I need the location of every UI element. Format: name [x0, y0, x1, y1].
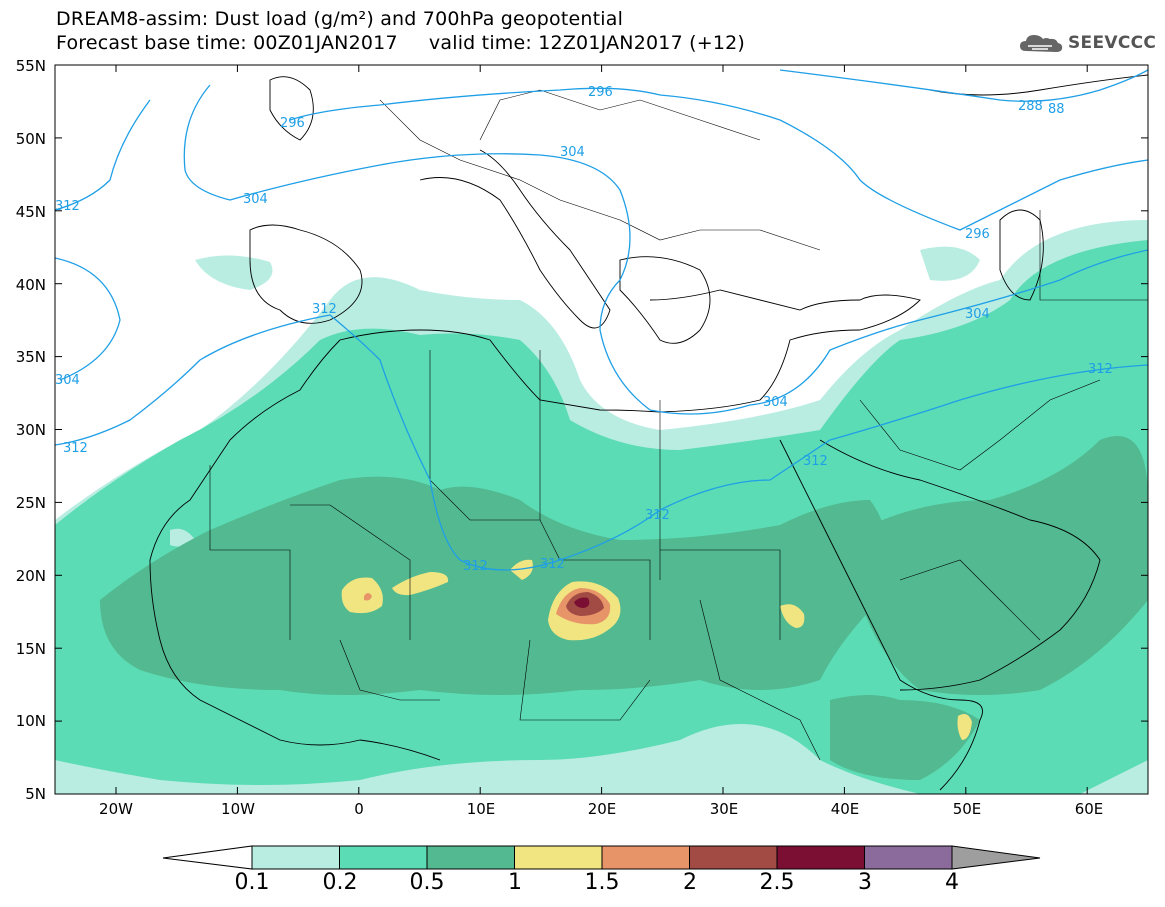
contour-label: 304 [763, 395, 788, 410]
colorbar-label: 0.5 [409, 870, 445, 895]
lat-label: 40N [15, 276, 46, 294]
title-line-1: DREAM8-assim: Dust load (g/m²) and 700hP… [56, 8, 624, 30]
lat-label: 55N [15, 57, 46, 75]
colorbar-label: 2.5 [759, 870, 795, 895]
colorbar-box [251, 845, 340, 870]
colorbar-box [864, 845, 953, 870]
lon-label: 10W [221, 800, 255, 818]
contour-label: 296 [588, 85, 613, 100]
colorbar-box [339, 845, 428, 870]
colorbar-label: 1 [508, 870, 522, 895]
colorbar-label: 1.5 [584, 870, 620, 895]
contour-labels: 296 296 304 312 304 288 88 296 304 312 3… [55, 85, 1113, 574]
colorbar-box [426, 845, 515, 870]
contour-label: 312 [55, 199, 80, 214]
colorbar [162, 845, 1041, 870]
contour-label: 296 [965, 227, 990, 242]
lon-label: 50E [952, 800, 982, 818]
colorbar-label: 4 [945, 870, 959, 895]
lon-label: 40E [830, 800, 860, 818]
lat-label: 15N [15, 640, 46, 658]
contour-label: 312 [540, 557, 565, 572]
lon-label: 0 [354, 800, 364, 818]
contour-label: 312 [803, 454, 828, 469]
lat-label: 5N [25, 785, 46, 803]
lat-label: 20N [15, 567, 46, 585]
map-area: 296 296 304 312 304 288 88 296 304 312 3… [55, 65, 1148, 794]
contour-label: 296 [280, 116, 305, 131]
colorbar-box [776, 845, 865, 870]
geopotential-contours [55, 69, 1148, 571]
lat-label: 25N [15, 494, 46, 512]
colorbar-min-arrow [162, 845, 253, 870]
colorbar-box [689, 845, 778, 870]
contour-label: 304 [560, 145, 585, 160]
borders [209, 89, 1148, 761]
lon-label: 20W [99, 800, 133, 818]
contour-label: 304 [965, 307, 990, 322]
title-line-2: Forecast base time: 00Z01JAN2017 valid t… [56, 32, 746, 54]
coastlines [149, 74, 1148, 791]
lon-label: 20E [587, 800, 617, 818]
lat-label: 30N [15, 421, 46, 439]
contour-label: 312 [645, 508, 670, 523]
lat-label: 45N [15, 203, 46, 221]
cloud-logo-icon [1020, 35, 1063, 52]
contour-label: 312 [463, 559, 488, 574]
contour-label: 304 [55, 373, 80, 388]
colorbar-label: 0.2 [322, 870, 358, 895]
colorbar-label: 3 [858, 870, 872, 895]
contour-label: 304 [243, 192, 268, 207]
contour-label: 312 [312, 302, 337, 317]
colorbar-box [514, 845, 603, 870]
lon-label: 30E [709, 800, 739, 818]
lat-label: 50N [15, 130, 46, 148]
seevccc-logo: SEEVCCC [1018, 30, 1156, 56]
contour-label: 288 [1018, 99, 1043, 114]
lat-label: 35N [15, 348, 46, 366]
logo-text: SEEVCCC [1068, 33, 1157, 53]
dust-field-dark [100, 436, 1148, 780]
lon-label: 60E [1074, 800, 1104, 818]
contour-label: 312 [1088, 362, 1113, 377]
contour-label: 312 [63, 441, 88, 456]
colorbar-box [601, 845, 690, 870]
lon-label: 10E [466, 800, 496, 818]
colorbar-max-arrow [951, 845, 1041, 870]
colorbar-label: 2 [683, 870, 697, 895]
axis-ticks [55, 64, 1148, 795]
lat-label: 10N [15, 712, 46, 730]
contour-label: 88 [1048, 102, 1065, 117]
dust-field-maroon [574, 597, 590, 608]
colorbar-label: 0.1 [234, 870, 270, 895]
colorbar-boxes [251, 845, 953, 870]
